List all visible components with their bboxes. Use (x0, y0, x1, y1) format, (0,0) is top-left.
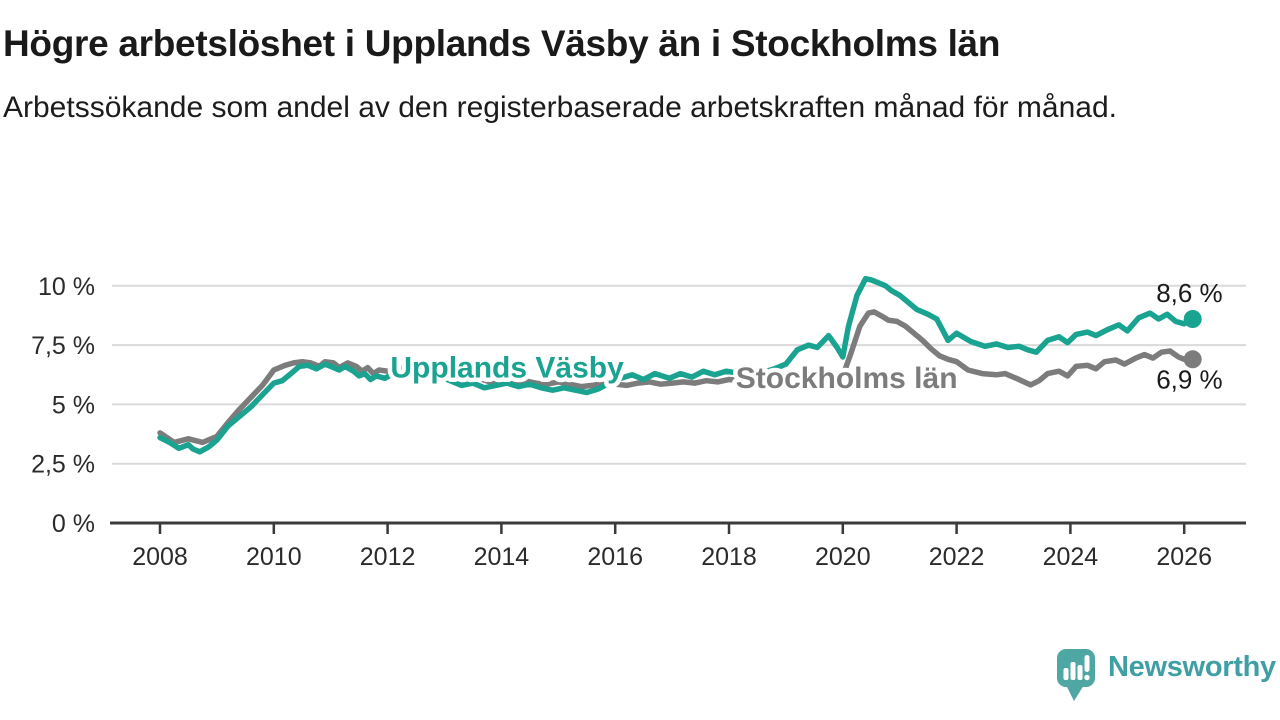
x-tick-label: 2012 (360, 543, 416, 571)
x-tick-label: 2024 (1043, 543, 1099, 571)
y-tick-label: 2,5 % (31, 451, 95, 479)
logo-bar-tall (1070, 662, 1076, 680)
series-end-dot-upplands-vasby (1183, 310, 1202, 328)
series-value-label-upplands-vasby: 8,6 % (1156, 278, 1223, 308)
brand-footer: Newsworthy (1056, 648, 1276, 702)
logo-bar-small (1063, 668, 1069, 680)
x-tick-label: 2022 (929, 543, 985, 571)
logo-bubble-tail (1066, 685, 1084, 701)
x-tick-label: 2010 (246, 543, 302, 571)
series-label-stockholms-lan: Stockholms län (736, 362, 958, 395)
newsworthy-logo-icon (1057, 649, 1095, 701)
y-tick-label: 7,5 % (31, 332, 95, 360)
x-tick-label: 2026 (1156, 543, 1212, 571)
y-tick-label: 5 % (52, 391, 95, 419)
y-tick-label: 10 % (38, 273, 95, 301)
chart-title: Högre arbetslöshet i Upplands Väsby än i… (3, 23, 1001, 64)
brand-name: Newsworthy (1108, 651, 1276, 683)
y-tick-label: 0 % (52, 510, 95, 538)
chart-subtitle: Arbetssökande som andel av den registerb… (3, 91, 1117, 124)
x-tick-label: 2020 (815, 543, 871, 571)
logo-exclamation-bar (1084, 655, 1090, 672)
chart-header: Högre arbetslöshet i Upplands Väsby än i… (3, 20, 1275, 129)
x-tick-label: 2014 (474, 543, 530, 571)
logo-bar-medium (1077, 665, 1083, 680)
series-value-label-stockholms-lan: 6,9 % (1156, 364, 1223, 394)
x-tick-label: 2008 (132, 543, 188, 571)
x-tick-label: 2018 (701, 543, 757, 571)
series-line-upplands-vasby (157, 275, 1196, 455)
logo-exclamation-dot (1084, 674, 1090, 681)
series-end-dot-stockholms-lan (1183, 350, 1202, 369)
series-label-upplands-vasby: Upplands Väsby (390, 352, 624, 385)
x-tick-label: 2016 (587, 543, 643, 571)
